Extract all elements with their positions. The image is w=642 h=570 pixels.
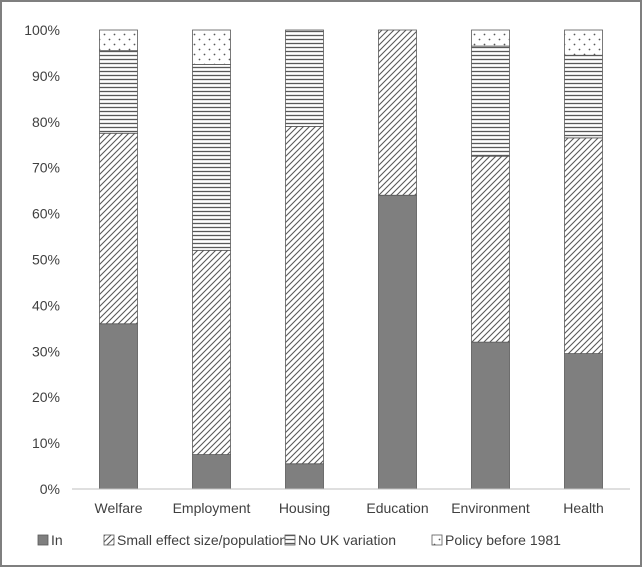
bars [99,29,603,490]
bar-segment-no-uk-variation-health [564,54,603,139]
y-tick-label: 20% [32,389,60,405]
y-tick-label: 0% [40,481,60,497]
y-axis: 0% 10% 20% 30% 40% 50% 60% 70% 80% 90% 100% [24,22,60,497]
bar-segment-small-effect-size-population-education [378,29,417,196]
bar-segment-small-effect-size-population-health [564,137,603,354]
x-tick-label: Welfare [95,500,143,516]
y-tick-label: 100% [24,22,60,38]
bar-segment-in-education [378,194,417,490]
bar-segment-in-employment [192,454,231,490]
y-tick-label: 10% [32,435,60,451]
legend-swatch [284,534,296,546]
y-tick-label: 80% [32,114,60,130]
bar-segment-no-uk-variation-welfare [99,50,138,134]
bar-segment-small-effect-size-population-welfare [99,132,138,325]
x-tick-label: Housing [279,500,330,516]
bar-segment-small-effect-size-population-environment [471,155,510,343]
y-tick-label: 90% [32,68,60,84]
legend-label: In [51,532,63,548]
bar-segment-small-effect-size-population-employment [192,249,231,455]
legend-swatch [103,534,115,546]
bar-segment-no-uk-variation-employment [192,64,231,251]
x-tick-label: Health [563,500,603,516]
bar-segment-policy-before-1981-health [564,29,603,56]
legend-swatch [37,534,49,546]
y-tick-label: 70% [32,160,60,176]
legend: In Small effect size/population No UK vari… [37,532,561,548]
y-tick-label: 50% [32,252,60,268]
bar-segment-small-effect-size-population-housing [285,125,324,465]
legend-label: No UK variation [298,532,396,548]
bar-segment-in-environment [471,341,510,490]
bar-segment-in-welfare [99,323,138,490]
bar-segment-no-uk-variation-housing [285,29,324,127]
y-tick-label: 30% [32,343,60,359]
bar-segment-policy-before-1981-environment [471,29,510,47]
legend-label: Policy before 1981 [445,532,561,548]
bar-segment-in-health [564,353,603,490]
legend-label: Small effect size/population [117,532,287,548]
x-tick-label: Employment [173,500,251,516]
legend-swatch [431,534,443,546]
bar-segment-policy-before-1981-employment [192,29,231,65]
x-tick-label: Environment [451,500,530,516]
x-tick-label: Education [366,500,428,516]
bar-segment-policy-before-1981-welfare [99,29,138,52]
y-tick-label: 40% [32,297,60,313]
bar-segment-no-uk-variation-environment [471,45,510,157]
y-tick-label: 60% [32,206,60,222]
x-axis: Welfare Employment Housing Education Environ… [72,488,630,516]
bar-segment-in-housing [285,463,324,490]
